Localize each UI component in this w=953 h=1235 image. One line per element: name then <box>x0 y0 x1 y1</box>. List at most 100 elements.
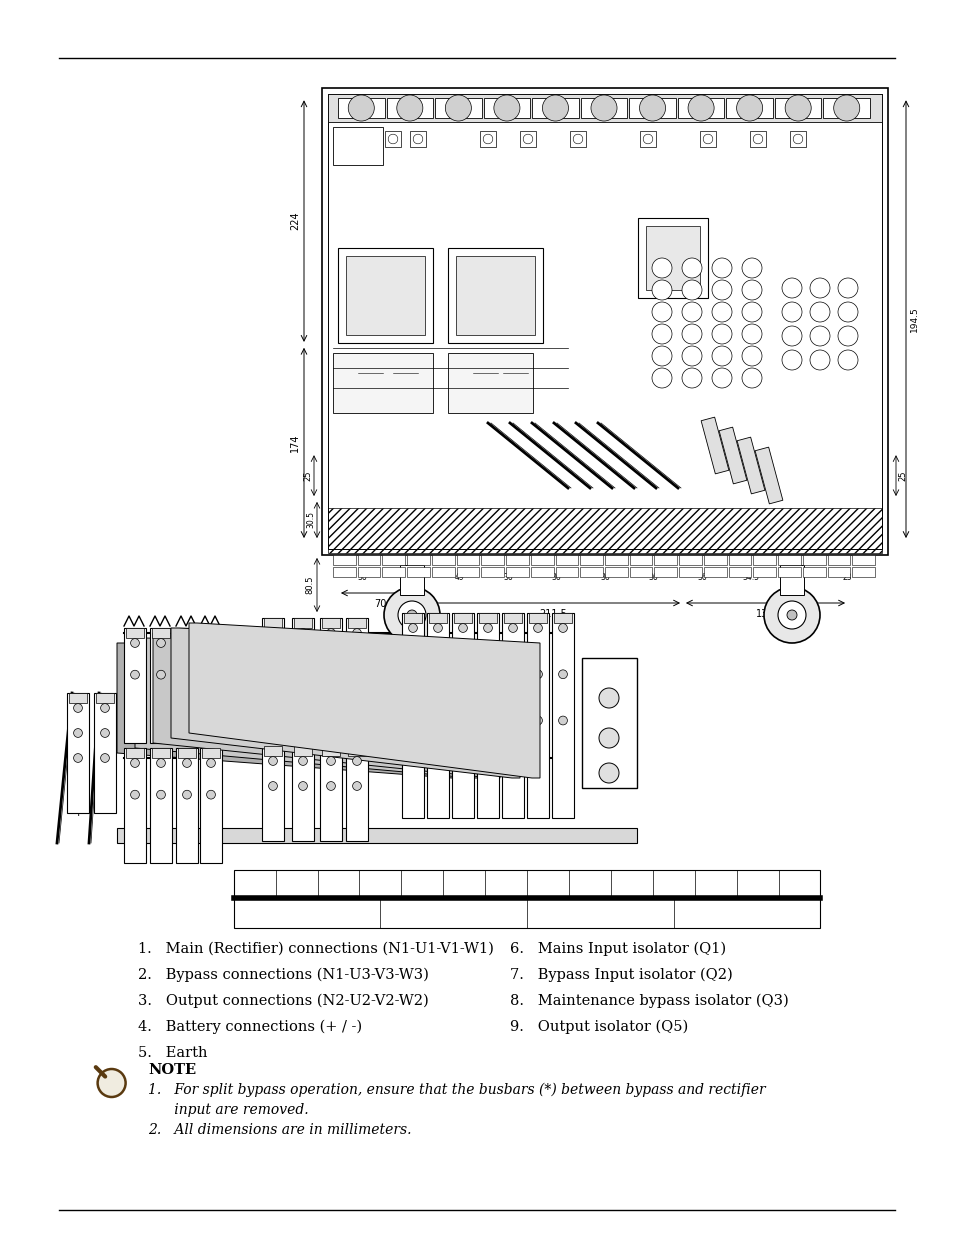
Circle shape <box>711 258 731 278</box>
Circle shape <box>837 303 857 322</box>
Text: 36: 36 <box>648 573 658 582</box>
Bar <box>629 555 652 564</box>
Text: 23: 23 <box>842 573 852 582</box>
Bar <box>483 98 530 119</box>
Bar <box>789 131 805 147</box>
Text: 25: 25 <box>897 471 906 480</box>
Circle shape <box>781 278 801 298</box>
Bar <box>552 613 574 818</box>
Bar <box>328 508 882 553</box>
Text: 2.   All dimensions are in millimeters.: 2. All dimensions are in millimeters. <box>148 1123 411 1137</box>
Bar <box>719 427 746 484</box>
Bar <box>264 746 282 756</box>
Bar <box>346 256 424 335</box>
Circle shape <box>837 350 857 370</box>
Circle shape <box>786 610 796 620</box>
Bar <box>448 248 542 343</box>
Bar <box>802 555 824 564</box>
Bar <box>152 629 170 638</box>
Circle shape <box>508 624 517 632</box>
Bar <box>124 748 146 863</box>
Circle shape <box>458 624 467 632</box>
Bar <box>530 555 553 564</box>
Bar <box>822 98 869 119</box>
Circle shape <box>781 350 801 370</box>
Text: 36: 36 <box>599 573 609 582</box>
Circle shape <box>434 624 442 632</box>
Bar <box>96 693 113 703</box>
Bar <box>292 746 314 841</box>
Bar <box>348 746 366 756</box>
Text: 80.5: 80.5 <box>305 576 314 594</box>
Circle shape <box>681 258 701 278</box>
Bar <box>456 256 535 335</box>
Text: 224: 224 <box>290 211 299 231</box>
Bar <box>152 748 170 758</box>
Bar <box>382 567 405 577</box>
Text: 5.   Earth: 5. Earth <box>138 1046 208 1060</box>
Bar <box>774 98 821 119</box>
Circle shape <box>809 278 829 298</box>
Circle shape <box>651 258 671 278</box>
Text: 36: 36 <box>502 573 513 582</box>
Bar <box>319 618 341 739</box>
Bar <box>725 98 772 119</box>
Circle shape <box>73 729 82 737</box>
Circle shape <box>837 326 857 346</box>
Circle shape <box>533 669 542 679</box>
Circle shape <box>298 629 307 637</box>
Bar <box>456 567 478 577</box>
Circle shape <box>711 368 731 388</box>
Circle shape <box>182 638 192 647</box>
Bar <box>851 555 874 564</box>
Circle shape <box>651 303 671 322</box>
Circle shape <box>741 324 761 345</box>
Circle shape <box>741 368 761 388</box>
Bar <box>175 629 198 743</box>
Bar <box>233 869 820 927</box>
Bar <box>178 629 195 638</box>
Circle shape <box>483 716 492 725</box>
Bar <box>700 417 728 474</box>
Bar <box>264 618 282 629</box>
Text: 7.   Bypass Input isolator (Q2): 7. Bypass Input isolator (Q2) <box>510 968 732 982</box>
Bar <box>826 567 849 577</box>
Circle shape <box>533 624 542 632</box>
Bar <box>319 746 341 841</box>
Bar <box>403 613 421 622</box>
Bar <box>749 131 765 147</box>
Circle shape <box>269 757 277 766</box>
Circle shape <box>508 716 517 725</box>
Circle shape <box>736 95 761 121</box>
Circle shape <box>711 346 731 366</box>
Bar <box>753 555 776 564</box>
Circle shape <box>533 716 542 725</box>
Text: NOTE: NOTE <box>148 1063 195 1077</box>
Bar <box>679 567 701 577</box>
Circle shape <box>781 326 801 346</box>
Bar <box>519 131 536 147</box>
Text: 9.   Output isolator (Q5): 9. Output isolator (Q5) <box>510 1020 688 1035</box>
Text: 30.5: 30.5 <box>306 511 314 529</box>
Circle shape <box>508 669 517 679</box>
Bar <box>454 613 472 622</box>
Text: 2.   Bypass connections (N1-U3-V3-W3): 2. Bypass connections (N1-U3-V3-W3) <box>138 968 429 982</box>
Circle shape <box>778 601 805 629</box>
Circle shape <box>207 638 215 647</box>
Circle shape <box>298 662 307 671</box>
Bar <box>69 693 87 703</box>
Circle shape <box>741 280 761 300</box>
Text: input are removed.: input are removed. <box>148 1103 308 1116</box>
Circle shape <box>353 662 361 671</box>
Text: 25: 25 <box>794 573 803 582</box>
Circle shape <box>269 782 277 790</box>
Circle shape <box>156 671 165 679</box>
Bar <box>501 613 523 818</box>
Circle shape <box>353 782 361 790</box>
Bar <box>407 567 430 577</box>
Circle shape <box>687 95 714 121</box>
Bar <box>292 618 314 739</box>
Circle shape <box>326 782 335 790</box>
Bar <box>679 555 701 564</box>
Circle shape <box>833 95 859 121</box>
